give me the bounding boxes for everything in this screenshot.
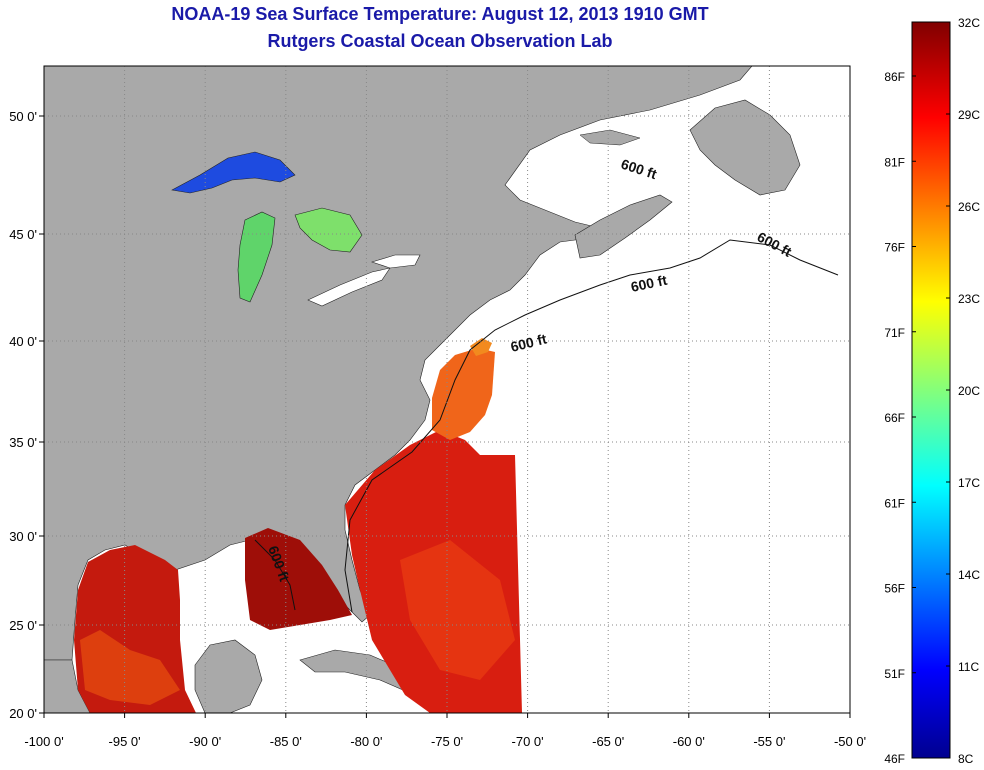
- land-nova-scotia: [574, 194, 673, 259]
- colorbar-fahrenheit-label: 71F: [884, 326, 905, 340]
- lake-huron: [294, 207, 363, 253]
- lake-erie: [307, 267, 391, 307]
- colorbar: [911, 21, 951, 759]
- map-title: NOAA-19 Sea Surface Temperature: August …: [171, 4, 709, 24]
- x-tick-label: -85 0': [270, 734, 302, 749]
- x-tick-label: -75 0': [431, 734, 463, 749]
- x-tick-label: -50 0': [834, 734, 866, 749]
- x-tick-label: -100 0': [24, 734, 63, 749]
- x-tick-label: -65 0': [592, 734, 624, 749]
- isobath-600ft-gulf: [254, 539, 296, 611]
- y-tick-label: 50 0': [9, 109, 37, 124]
- y-axis-ticks: 20 0' 25 0' 30 0' 35 0' 40 0' 45 0' 50 0': [9, 109, 44, 721]
- colorbar-fahrenheit-label: 86F: [884, 70, 905, 84]
- map-subtitle: Rutgers Coastal Ocean Observation Lab: [267, 31, 613, 51]
- colorbar-celsius-label: 29C: [958, 108, 980, 122]
- colorbar-fahrenheit-label: 76F: [884, 241, 905, 255]
- colorbar-fahrenheit-label: 51F: [884, 667, 905, 681]
- colorbar-ticks: 32C 29C 26C 23C 20C 17C 14C 11C 8C 86F 81F 76F 71F 66…: [884, 16, 980, 766]
- lake-ontario: [371, 254, 421, 269]
- y-tick-label: 25 0': [9, 618, 37, 633]
- sst-mid-atlantic: [432, 348, 495, 440]
- sst-gulf-west-warm: [80, 630, 180, 705]
- x-axis-ticks: -100 0' -95 0' -90 0' -85 0' -80 0' -75 0' -70…: [24, 713, 866, 749]
- colorbar-celsius-label: 8C: [958, 752, 974, 766]
- sst-atlantic-south-2: [400, 540, 515, 680]
- y-tick-label: 40 0': [9, 334, 37, 349]
- y-tick-label: 30 0': [9, 529, 37, 544]
- y-tick-label: 45 0': [9, 227, 37, 242]
- land-yucatan: [194, 639, 263, 713]
- x-tick-label: -55 0': [753, 734, 785, 749]
- colorbar-celsius-label: 23C: [958, 292, 980, 306]
- colorbar-fahrenheit-label: 81F: [884, 155, 905, 169]
- y-tick-label: 35 0': [9, 435, 37, 450]
- lake-michigan: [237, 211, 276, 303]
- land-newfoundland: [689, 99, 801, 196]
- colorbar-fahrenheit-label: 46F: [884, 752, 905, 766]
- colorbar-celsius-label: 11C: [958, 660, 979, 674]
- y-tick-label: 20 0': [9, 706, 37, 721]
- sst-gulf-east: [245, 528, 352, 630]
- isobath-600ft: [344, 239, 839, 613]
- colorbar-celsius-label: 14C: [958, 568, 980, 582]
- colorbar-celsius-label: 32C: [958, 16, 980, 30]
- x-tick-label: -90 0': [189, 734, 221, 749]
- x-tick-label: -70 0': [512, 734, 544, 749]
- colorbar-fahrenheit-label: 66F: [884, 411, 905, 425]
- lake-superior: [171, 151, 296, 194]
- x-tick-label: -80 0': [350, 734, 382, 749]
- x-tick-label: -95 0': [109, 734, 141, 749]
- colorbar-fahrenheit-label: 56F: [884, 582, 905, 596]
- sst-shelf-orange: [470, 338, 492, 356]
- x-tick-label: -60 0': [673, 734, 705, 749]
- colorbar-celsius-label: 20C: [958, 384, 980, 398]
- isobath-label: 600 ft: [629, 272, 668, 295]
- colorbar-celsius-label: 26C: [958, 200, 980, 214]
- land-anticosti: [579, 129, 641, 146]
- colorbar-celsius-label: 17C: [958, 476, 980, 490]
- colorbar-fahrenheit-label: 61F: [884, 496, 905, 510]
